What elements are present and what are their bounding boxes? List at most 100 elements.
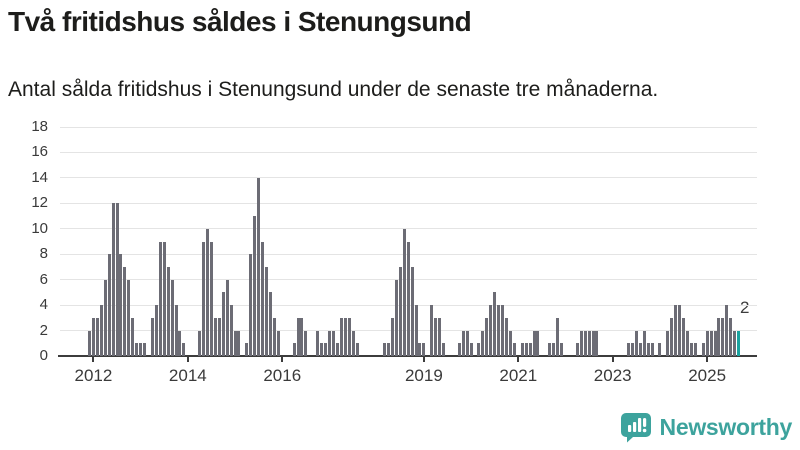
x-axis-tick	[422, 357, 425, 362]
y-axis-tick-label: 6	[39, 270, 48, 288]
bar	[276, 330, 280, 356]
bar	[477, 343, 481, 356]
y-axis-tick-label: 8	[39, 245, 48, 263]
bar	[528, 343, 532, 356]
bar	[556, 317, 560, 356]
bar	[119, 254, 123, 356]
bar	[646, 343, 650, 356]
x-axis-tick	[186, 357, 189, 362]
bar	[166, 266, 170, 356]
bar	[674, 305, 678, 356]
bar	[689, 343, 693, 356]
x-axis-tick	[517, 357, 520, 362]
bar	[497, 305, 501, 356]
bar	[135, 343, 139, 356]
bar	[430, 305, 434, 356]
y-axis-tick-label: 14	[31, 168, 48, 186]
bar	[237, 330, 241, 356]
gridline-y-16	[60, 151, 757, 153]
bar	[343, 317, 347, 356]
bar	[123, 266, 127, 356]
bar	[414, 305, 418, 356]
bar	[398, 266, 402, 356]
bar	[257, 177, 261, 356]
bar	[202, 241, 206, 356]
bar	[701, 343, 705, 356]
bar	[320, 343, 324, 356]
y-axis-tick-label: 10	[31, 219, 48, 237]
bar	[88, 330, 91, 356]
bar	[705, 330, 709, 356]
gridline-y-18	[60, 126, 757, 128]
bar	[103, 279, 107, 356]
page-title: Två fritidshus såldes i Stenungsund	[8, 6, 472, 37]
bar	[209, 241, 213, 356]
bar	[693, 343, 697, 356]
bar	[300, 317, 304, 356]
bar	[733, 330, 737, 356]
x-axis-tick-label: 2021	[499, 366, 538, 385]
bar	[532, 330, 536, 356]
bar	[721, 317, 725, 356]
bar	[217, 317, 221, 356]
bar	[406, 241, 410, 356]
bar	[717, 317, 721, 356]
bar	[587, 330, 591, 356]
x-axis-tick	[92, 357, 95, 362]
x-axis-line	[58, 355, 757, 357]
bar	[682, 317, 686, 356]
bar	[469, 343, 473, 356]
bar	[485, 317, 489, 356]
bar	[225, 279, 229, 356]
bar	[489, 305, 493, 356]
x-axis-tick-label: 2019	[404, 366, 443, 385]
bar	[650, 343, 654, 356]
bar	[158, 241, 162, 356]
gridline-y-14	[60, 177, 757, 179]
bar	[150, 317, 154, 356]
bar	[131, 317, 135, 356]
bar	[575, 343, 579, 356]
bar	[383, 343, 387, 356]
bar	[272, 317, 276, 356]
bar	[115, 203, 119, 356]
bar	[658, 343, 662, 356]
y-axis-tick-label: 12	[31, 194, 48, 212]
bar	[579, 330, 583, 356]
bar	[139, 343, 143, 356]
x-axis-tick-label: 2025	[688, 366, 727, 385]
y-axis-tick-label: 18	[31, 118, 48, 135]
x-axis-tick-label: 2012	[74, 366, 113, 385]
bar	[422, 343, 426, 356]
bar	[316, 330, 320, 356]
y-axis-tick-label: 16	[31, 143, 48, 161]
latest-value-label: 2	[740, 298, 750, 317]
bar	[162, 241, 166, 356]
bar	[595, 330, 599, 356]
x-axis-tick	[611, 357, 614, 362]
bar	[670, 317, 674, 356]
bar	[229, 305, 233, 356]
newsworthy-brand-text: Newsworthy	[659, 414, 793, 440]
bar	[465, 330, 469, 356]
bar	[304, 330, 308, 356]
bar	[327, 330, 331, 356]
bar	[725, 305, 729, 356]
bar	[591, 330, 595, 356]
bar	[524, 343, 528, 356]
bar	[512, 343, 516, 356]
bar	[630, 343, 634, 356]
bar	[709, 330, 713, 356]
bar	[213, 317, 217, 356]
bar	[642, 330, 646, 356]
bar	[292, 343, 296, 356]
bar	[331, 330, 335, 356]
bar	[265, 266, 269, 356]
chart-subtitle: Antal sålda fritidshus i Stenungsund und…	[8, 78, 659, 101]
x-axis-tick	[706, 357, 709, 362]
gridline-y-10	[60, 228, 757, 230]
bar	[508, 330, 512, 356]
bar	[442, 343, 446, 356]
bar	[481, 330, 485, 356]
newsworthy-logo-link[interactable]: Newsworthy	[620, 412, 792, 443]
